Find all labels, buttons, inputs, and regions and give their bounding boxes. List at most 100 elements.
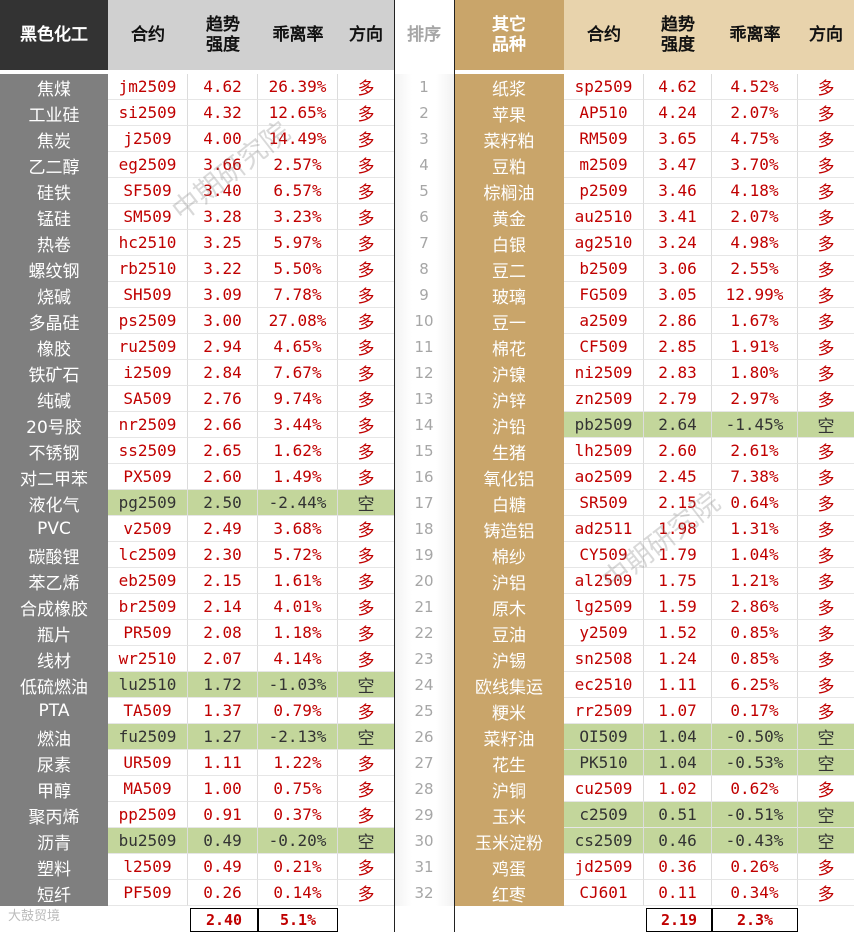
product-name: 燃油 xyxy=(0,724,108,750)
trend-strength: 3.09 xyxy=(188,282,258,308)
rank-number: 26 xyxy=(394,724,454,750)
contract-code: AP510 xyxy=(564,100,644,126)
product-name: 纯碱 xyxy=(0,386,108,412)
direction-badge: 多 xyxy=(338,542,394,568)
deviation-rate: 2.55% xyxy=(712,256,798,282)
deviation-rate: -0.20% xyxy=(258,828,338,854)
rank-number: 20 xyxy=(394,568,454,594)
direction-badge: 多 xyxy=(798,620,854,646)
deviation-rate: 0.62% xyxy=(712,776,798,802)
rank-number: 24 xyxy=(394,672,454,698)
header-trend: 趋势强度 xyxy=(644,0,712,70)
product-name: 合成橡胶 xyxy=(0,594,108,620)
rank-number: 19 xyxy=(394,542,454,568)
product-name: 沪锡 xyxy=(454,646,564,672)
deviation-rate: 0.64% xyxy=(712,490,798,516)
product-name: 沥青 xyxy=(0,828,108,854)
direction-badge: 多 xyxy=(798,594,854,620)
header-rank: 排序 xyxy=(394,0,454,70)
product-name: 菜籽油 xyxy=(454,724,564,750)
trend-strength: 3.40 xyxy=(188,178,258,204)
deviation-rate: -2.44% xyxy=(258,490,338,516)
contract-code: m2509 xyxy=(564,152,644,178)
trend-strength: 3.24 xyxy=(644,230,712,256)
direction-badge: 多 xyxy=(798,204,854,230)
deviation-rate: 27.08% xyxy=(258,308,338,334)
product-name: 线材 xyxy=(0,646,108,672)
direction-badge: 多 xyxy=(338,776,394,802)
product-name: 花生 xyxy=(454,750,564,776)
product-name: 乙二醇 xyxy=(0,152,108,178)
rank-number: 25 xyxy=(394,698,454,724)
product-name: 橡胶 xyxy=(0,334,108,360)
product-name: 塑料 xyxy=(0,854,108,880)
deviation-rate: 0.21% xyxy=(258,854,338,880)
direction-badge: 空 xyxy=(798,750,854,776)
trend-strength: 1.11 xyxy=(644,672,712,698)
contract-code: a2509 xyxy=(564,308,644,334)
deviation-rate: 1.49% xyxy=(258,464,338,490)
contract-code: ni2509 xyxy=(564,360,644,386)
product-name: 短纤 xyxy=(0,880,108,906)
product-name: 瓶片 xyxy=(0,620,108,646)
contract-code: PX509 xyxy=(108,464,188,490)
product-name: 甲醇 xyxy=(0,776,108,802)
direction-badge: 多 xyxy=(338,152,394,178)
product-name: 黄金 xyxy=(454,204,564,230)
summary-deviation: 2.3% xyxy=(712,908,798,932)
product-name: 棉纱 xyxy=(454,542,564,568)
contract-code: ps2509 xyxy=(108,308,188,334)
contract-code: rb2510 xyxy=(108,256,188,282)
trend-strength: 1.07 xyxy=(644,698,712,724)
header-contract: 合约 xyxy=(108,0,188,70)
trend-strength: 2.85 xyxy=(644,334,712,360)
deviation-rate: -1.03% xyxy=(258,672,338,698)
direction-badge: 多 xyxy=(338,256,394,282)
deviation-rate: 0.85% xyxy=(712,646,798,672)
rank-number: 6 xyxy=(394,204,454,230)
direction-badge: 多 xyxy=(338,750,394,776)
product-name: 豆粕 xyxy=(454,152,564,178)
deviation-rate: -0.50% xyxy=(712,724,798,750)
direction-badge: 空 xyxy=(338,672,394,698)
contract-code: ao2509 xyxy=(564,464,644,490)
direction-badge: 多 xyxy=(798,516,854,542)
contract-code: CY509 xyxy=(564,542,644,568)
rank-number: 17 xyxy=(394,490,454,516)
direction-badge: 多 xyxy=(338,100,394,126)
rank-number: 3 xyxy=(394,126,454,152)
contract-code: cs2509 xyxy=(564,828,644,854)
deviation-rate: 7.67% xyxy=(258,360,338,386)
trend-strength: 2.66 xyxy=(188,412,258,438)
deviation-rate: 4.98% xyxy=(712,230,798,256)
deviation-rate: 1.62% xyxy=(258,438,338,464)
contract-code: ec2510 xyxy=(564,672,644,698)
rank-number: 1 xyxy=(394,74,454,100)
deviation-rate: 2.61% xyxy=(712,438,798,464)
product-name: 棉花 xyxy=(454,334,564,360)
product-name: 欧线集运 xyxy=(454,672,564,698)
trend-strength: 2.84 xyxy=(188,360,258,386)
trend-strength: 4.32 xyxy=(188,100,258,126)
contract-code: CJ601 xyxy=(564,880,644,906)
trend-strength: 1.04 xyxy=(644,750,712,776)
deviation-rate: 0.17% xyxy=(712,698,798,724)
contract-code: hc2510 xyxy=(108,230,188,256)
contract-code: MA509 xyxy=(108,776,188,802)
column-divider xyxy=(394,0,395,932)
contract-code: PR509 xyxy=(108,620,188,646)
direction-badge: 多 xyxy=(338,802,394,828)
contract-code: RM509 xyxy=(564,126,644,152)
direction-badge: 多 xyxy=(798,776,854,802)
summary-trend: 2.40 xyxy=(190,908,258,932)
direction-badge: 多 xyxy=(798,100,854,126)
header-trend: 趋势强度 xyxy=(188,0,258,70)
trend-strength: 2.79 xyxy=(644,386,712,412)
direction-badge: 多 xyxy=(338,854,394,880)
contract-code: SH509 xyxy=(108,282,188,308)
trend-strength: 3.66 xyxy=(188,152,258,178)
contract-code: ag2510 xyxy=(564,230,644,256)
deviation-rate: 9.74% xyxy=(258,386,338,412)
product-name: 铸造铝 xyxy=(454,516,564,542)
deviation-rate: 4.18% xyxy=(712,178,798,204)
